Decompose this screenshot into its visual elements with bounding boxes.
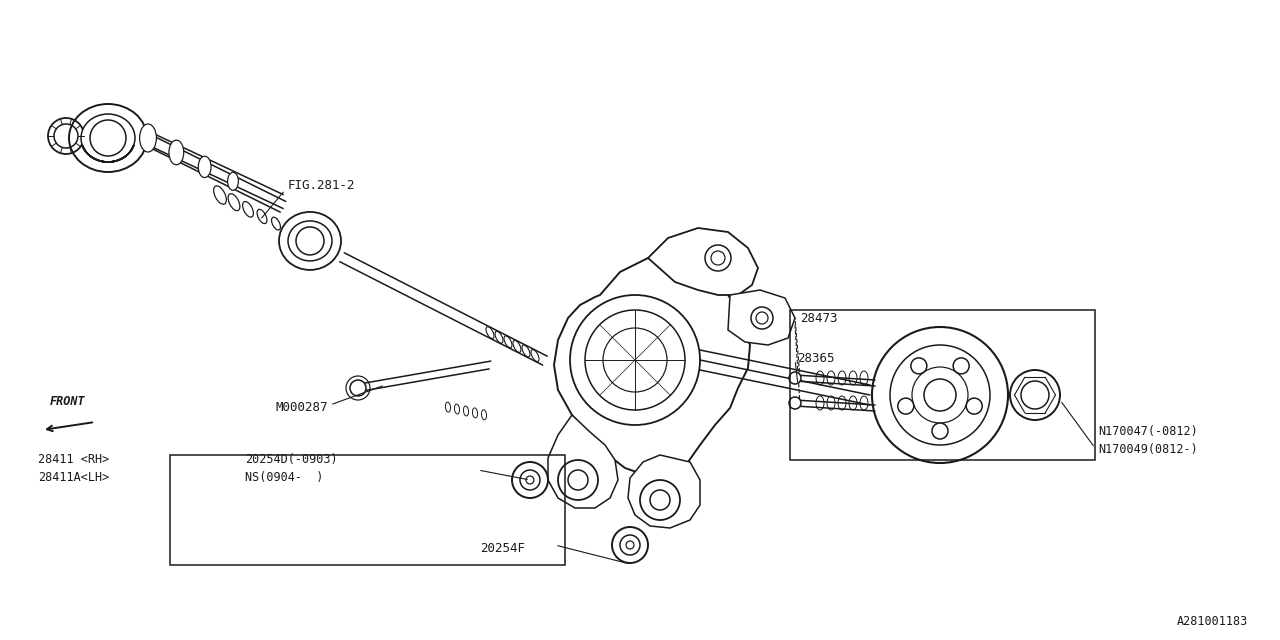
Text: 28365: 28365 xyxy=(797,351,835,365)
Ellipse shape xyxy=(288,221,332,261)
Circle shape xyxy=(349,380,366,396)
Ellipse shape xyxy=(140,124,156,152)
Circle shape xyxy=(568,470,588,490)
Ellipse shape xyxy=(271,217,280,230)
Bar xyxy=(170,455,564,565)
Bar xyxy=(790,310,1094,460)
Circle shape xyxy=(620,535,640,555)
Text: M000287: M000287 xyxy=(275,401,328,413)
Text: 20254F: 20254F xyxy=(480,541,525,554)
Ellipse shape xyxy=(257,209,268,223)
Text: 28473: 28473 xyxy=(800,312,837,324)
Text: FRONT: FRONT xyxy=(50,395,86,408)
Text: N170047(-0812)
N170049(0812-): N170047(-0812) N170049(0812-) xyxy=(1098,424,1198,456)
Ellipse shape xyxy=(169,140,184,164)
Polygon shape xyxy=(648,228,758,295)
Circle shape xyxy=(570,295,700,425)
Polygon shape xyxy=(628,455,700,528)
Circle shape xyxy=(788,397,801,409)
Circle shape xyxy=(612,527,648,563)
Circle shape xyxy=(966,398,982,414)
Circle shape xyxy=(1021,381,1050,409)
Ellipse shape xyxy=(198,156,211,177)
Ellipse shape xyxy=(228,194,239,211)
Circle shape xyxy=(924,379,956,411)
Circle shape xyxy=(872,327,1009,463)
Text: 20254D(-0903)
NS(0904-  ): 20254D(-0903) NS(0904- ) xyxy=(244,452,338,483)
Circle shape xyxy=(520,470,540,490)
Circle shape xyxy=(603,328,667,392)
Polygon shape xyxy=(554,258,750,475)
Text: A281001183: A281001183 xyxy=(1176,615,1248,628)
Circle shape xyxy=(932,423,948,439)
Ellipse shape xyxy=(214,186,227,204)
Circle shape xyxy=(954,358,969,374)
Circle shape xyxy=(585,310,685,410)
Circle shape xyxy=(788,372,801,384)
Circle shape xyxy=(911,358,927,374)
Circle shape xyxy=(558,460,598,500)
Ellipse shape xyxy=(279,212,340,270)
Circle shape xyxy=(90,120,125,156)
Circle shape xyxy=(650,490,669,510)
Polygon shape xyxy=(728,290,795,345)
Text: 28411 <RH>
28411A<LH>: 28411 <RH> 28411A<LH> xyxy=(38,452,109,483)
Ellipse shape xyxy=(228,172,238,190)
Ellipse shape xyxy=(69,104,147,172)
Polygon shape xyxy=(548,415,618,508)
Circle shape xyxy=(296,227,324,255)
Text: FIG.281-2: FIG.281-2 xyxy=(288,179,356,191)
Circle shape xyxy=(640,480,680,520)
Circle shape xyxy=(705,245,731,271)
Circle shape xyxy=(751,307,773,329)
Ellipse shape xyxy=(243,202,253,217)
Circle shape xyxy=(1010,370,1060,420)
Circle shape xyxy=(512,462,548,498)
Circle shape xyxy=(890,345,989,445)
Circle shape xyxy=(897,398,914,414)
Ellipse shape xyxy=(81,114,134,162)
